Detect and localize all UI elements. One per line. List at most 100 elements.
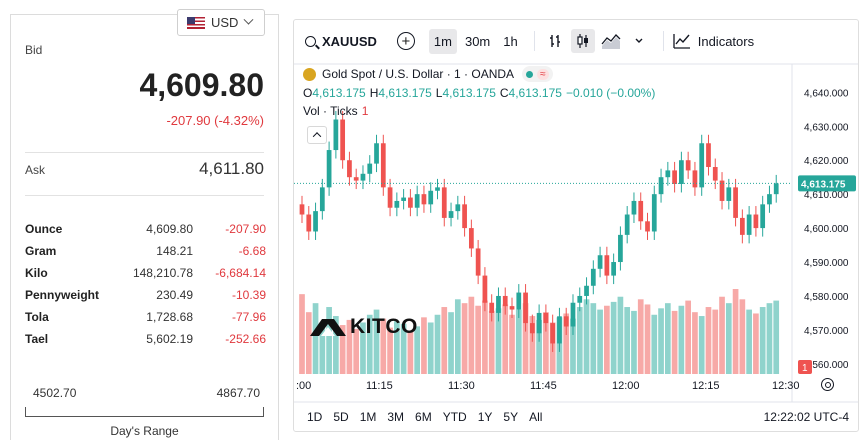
candle-body — [394, 200, 400, 208]
compare-plus-icon[interactable]: + — [396, 32, 415, 50]
candle-body — [536, 312, 542, 334]
volume-bar — [333, 316, 339, 374]
volume-bar — [753, 313, 759, 374]
volume-bar — [651, 314, 658, 374]
candle-body — [380, 143, 386, 188]
chevron-down-icon[interactable] — [627, 29, 651, 53]
last-price-label: 4,613.175 — [801, 179, 846, 190]
currency-select[interactable]: USD — [177, 9, 265, 36]
volume-bar — [631, 310, 637, 374]
volume-bar — [305, 312, 312, 374]
us-flag-icon — [187, 16, 205, 29]
volume-bar — [488, 310, 495, 374]
price-chart[interactable]: 4,640.000 4,630.000 4,620.000 4,610.000 4,60… — [294, 20, 859, 432]
y-tick-label: 4,600.000 — [804, 224, 849, 235]
area-chart-style-icon[interactable] — [599, 29, 623, 53]
divider — [25, 152, 264, 153]
kitco-mark-icon — [310, 319, 346, 336]
candle-body — [658, 177, 664, 195]
volume-bar — [468, 296, 475, 374]
range-3m[interactable]: 3M — [387, 410, 405, 424]
x-tick-label: 12:15 — [692, 380, 720, 392]
settings-gear-icon[interactable] — [821, 378, 834, 391]
interval-30m[interactable]: 30m — [464, 33, 491, 49]
candle-body — [665, 170, 671, 178]
search-icon — [305, 35, 316, 47]
volume-bar — [536, 319, 542, 374]
unit-row: Tola 1,728.68 -77.96 — [25, 310, 266, 324]
unit-row: Tael 5,602.19 -252.66 — [25, 332, 266, 346]
bar-chart-style-icon[interactable] — [543, 29, 567, 53]
collapse-legend-button[interactable] — [307, 126, 327, 144]
candle-body — [685, 160, 691, 171]
candle-body — [448, 211, 454, 218]
candle-body — [726, 187, 732, 201]
volume-bar — [664, 303, 671, 374]
candlestick-style-icon[interactable] — [570, 29, 595, 53]
range-6m[interactable]: 6M — [415, 410, 432, 424]
volume-bar — [482, 300, 488, 374]
candle-body — [570, 302, 576, 327]
volume-bar — [319, 322, 326, 374]
range-5d[interactable]: 5D — [333, 410, 349, 424]
volume-bar — [685, 300, 692, 374]
candle-body — [753, 214, 759, 229]
volume-bar — [448, 312, 454, 374]
ask-price: 4,611.80 — [199, 159, 264, 178]
volume-readout: Vol · Ticks 1 — [303, 104, 369, 118]
candle-body — [692, 170, 698, 188]
kitco-logo: KITCO — [308, 315, 418, 339]
y-tick-label: 4,570.000 — [804, 326, 849, 337]
volume-bar — [766, 303, 773, 374]
candle-body — [468, 228, 474, 249]
candle-body — [638, 200, 644, 222]
candle-body — [624, 214, 630, 235]
volume-bar — [299, 294, 305, 374]
volume-bar — [360, 322, 366, 374]
y-tick-label: 4,590.000 — [804, 258, 849, 269]
candle-body — [577, 295, 583, 303]
unit-row: Gram 148.21 -6.68 — [25, 244, 266, 258]
x-tick-label: :00 — [296, 380, 311, 392]
candle-body — [326, 150, 332, 188]
candle-body — [455, 204, 461, 212]
candle-body — [699, 143, 705, 188]
volume-bar — [698, 316, 705, 374]
volume-bar — [373, 309, 380, 374]
candle-body — [340, 119, 346, 161]
candle-body — [299, 204, 305, 215]
range-5y[interactable]: 5Y — [503, 410, 519, 424]
candle-body — [529, 323, 535, 334]
candle-body — [319, 187, 325, 212]
range-ytd[interactable]: YTD — [442, 410, 467, 424]
volume-bar — [502, 304, 509, 374]
range-1y[interactable]: 1Y — [477, 410, 493, 424]
interval-1m[interactable]: 1m — [428, 28, 457, 54]
market-status-badge: ≈ — [522, 66, 553, 82]
bid-price: 4,609.80 — [139, 67, 264, 103]
candle-body — [408, 197, 413, 208]
chart-clock: 12:22:02 UTC-4 — [763, 410, 849, 424]
interval-1h[interactable]: 1h — [503, 33, 518, 49]
candle-body — [516, 292, 522, 310]
volume-bar — [583, 299, 590, 374]
volume-bar — [312, 303, 319, 374]
volume-bar — [529, 316, 536, 374]
candle-body — [387, 187, 393, 208]
quote-panel: Bid 4,609.80 -207.90 (-4.32%) Ask 4,611.… — [10, 14, 279, 440]
range-1d[interactable]: 1D — [307, 410, 323, 424]
candle-body — [360, 173, 366, 181]
y-tick-label: 4,620.000 — [804, 156, 849, 167]
volume-bar — [522, 303, 529, 374]
symbol-search[interactable]: XAUUSD — [305, 34, 377, 49]
volume-bar — [746, 309, 752, 374]
volume-bar — [475, 305, 481, 374]
volume-bar — [414, 326, 421, 374]
toolbar-separator — [662, 31, 664, 51]
range-all[interactable]: All — [529, 410, 543, 424]
indicators-button[interactable]: Indicators — [672, 32, 754, 50]
candle-body — [618, 234, 623, 263]
range-1m[interactable]: 1M — [359, 410, 377, 424]
volume-bar — [617, 296, 624, 374]
candle-body — [543, 312, 549, 324]
